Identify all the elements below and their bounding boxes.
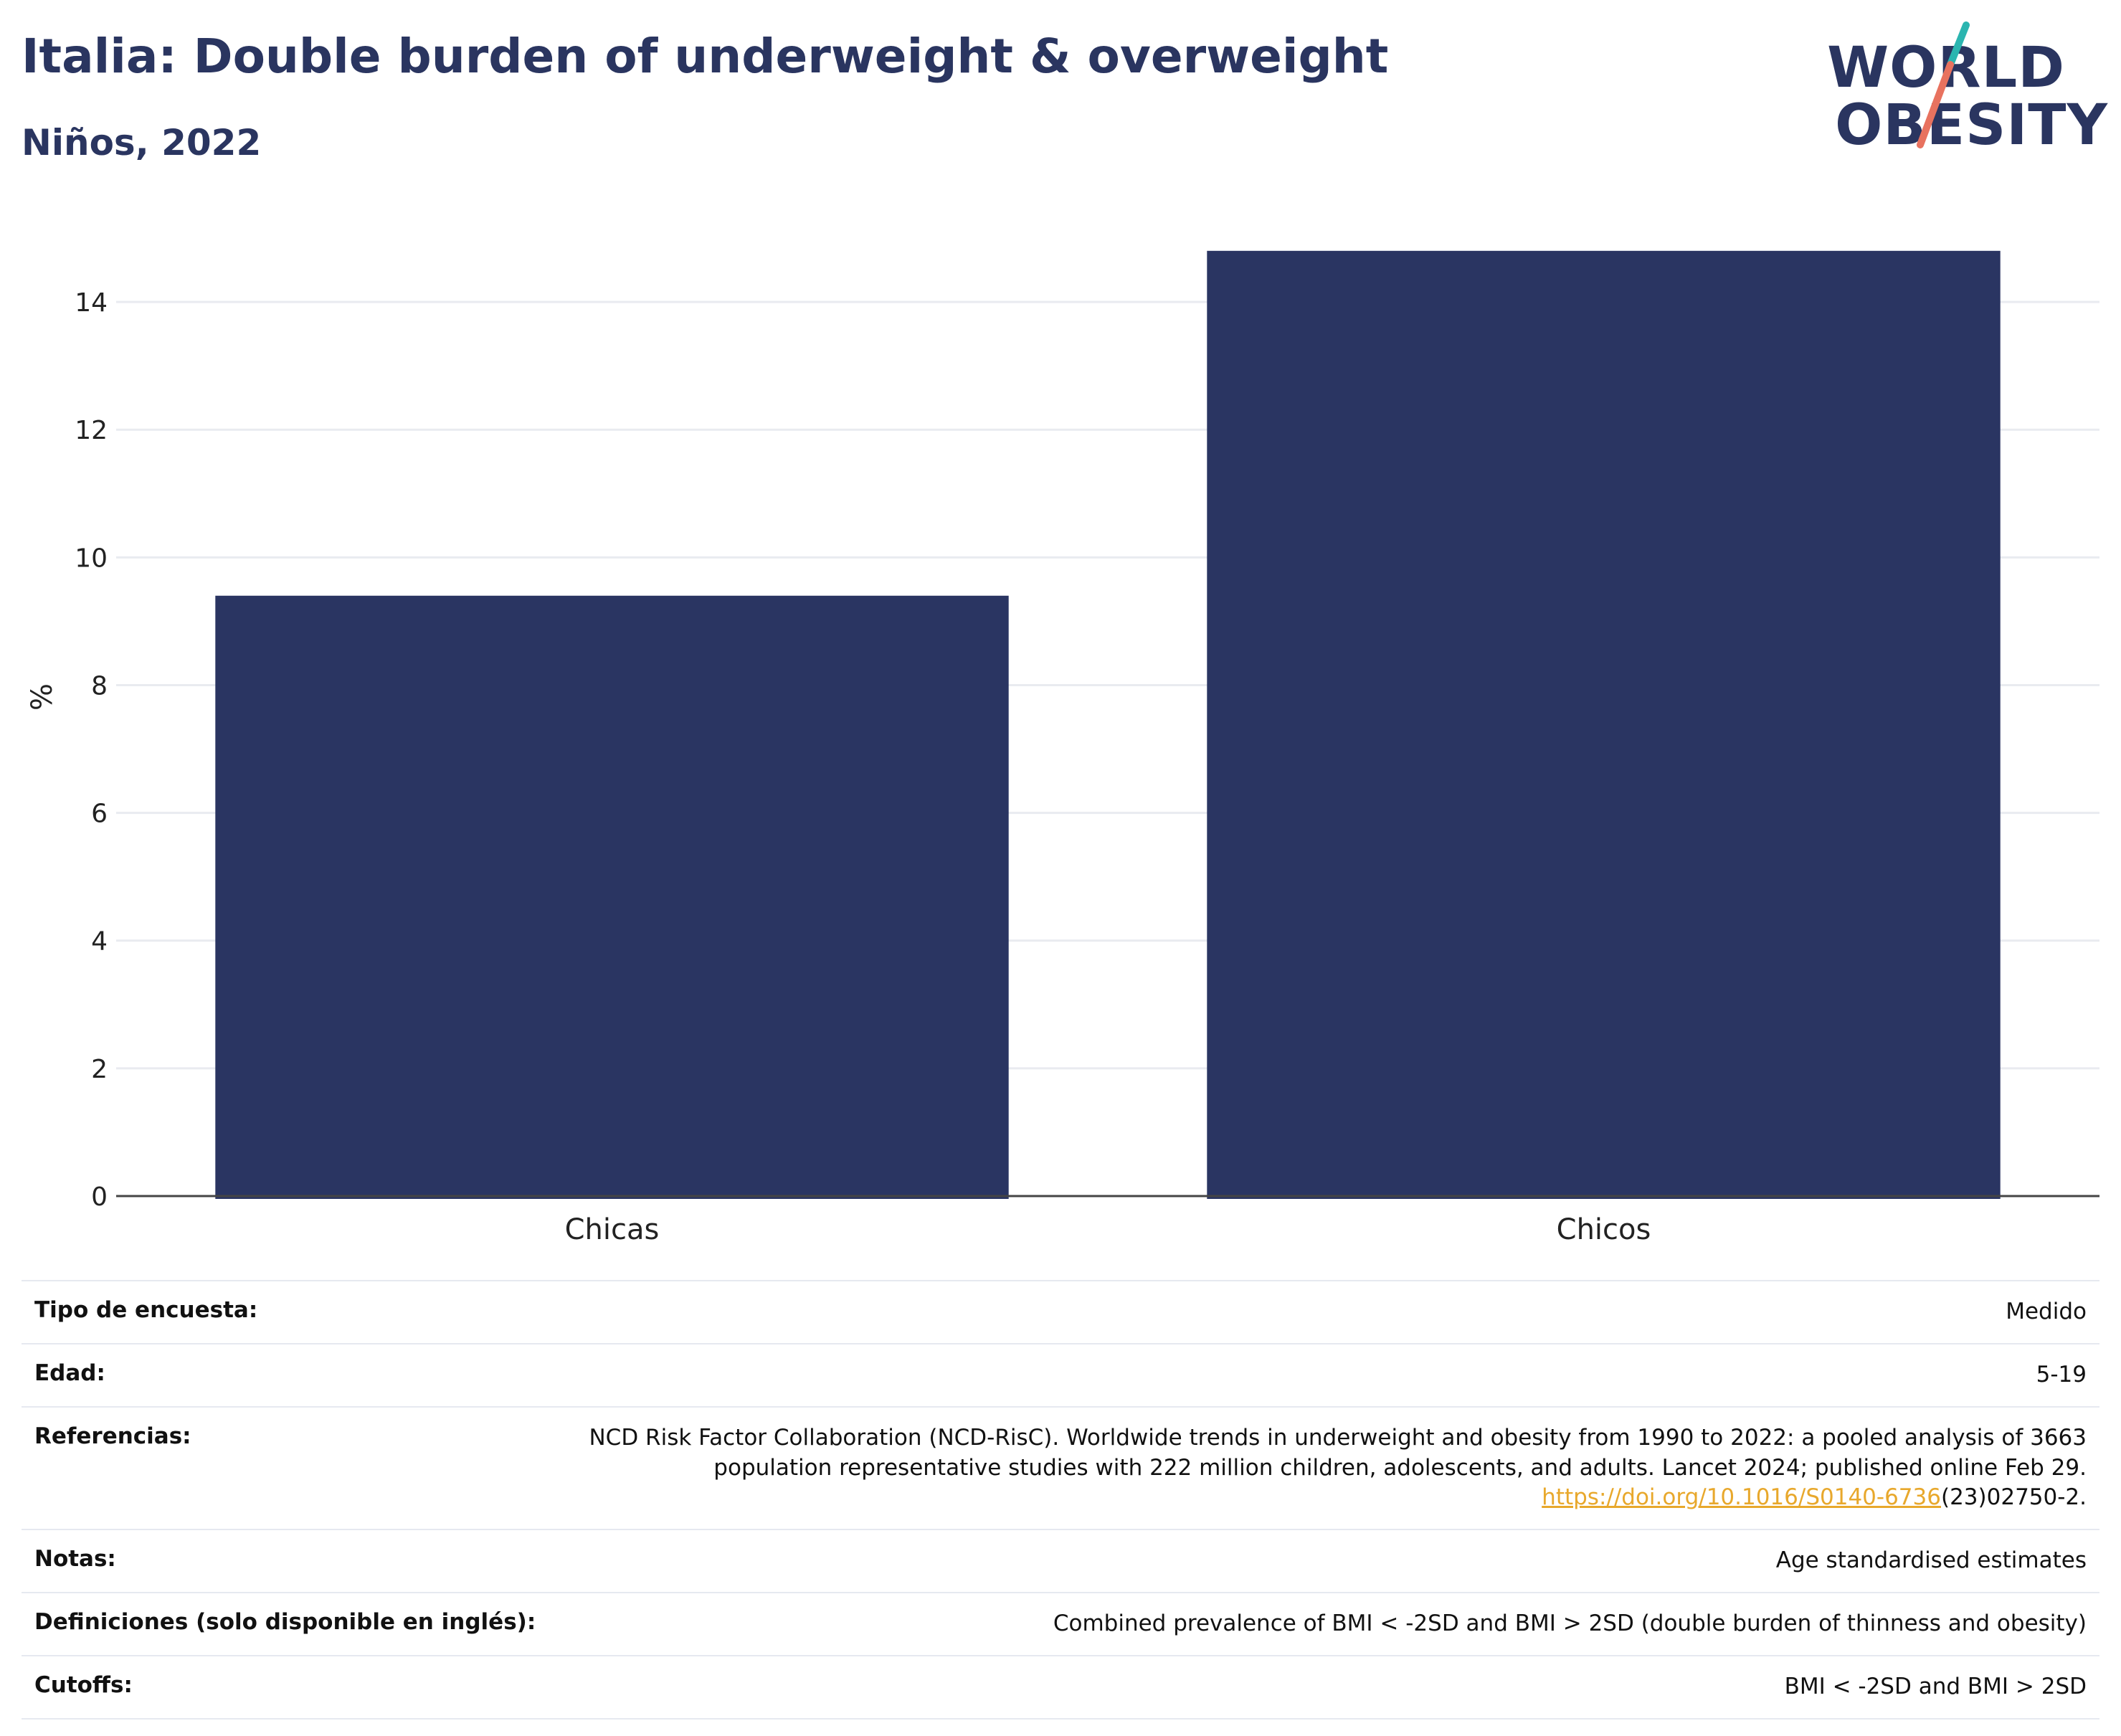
info-row: Notas: Age standardised estimates (22, 1529, 2099, 1594)
logo-slash-icon (1917, 22, 1970, 148)
info-value: BMI < -2SD and BMI > 2SD (549, 1654, 2099, 1720)
bars (215, 250, 2001, 1199)
y-tick-label: 14 (75, 288, 108, 318)
info-row: Tipo de encuesta: Medido (22, 1280, 2099, 1344)
y-tick-label: 8 (91, 671, 108, 701)
info-value-text: Combined prevalence of BMI < -2SD and BM… (1053, 1611, 2087, 1637)
info-value: 5-19 (549, 1342, 2099, 1408)
chart-title: Italia: Double burden of underweight & o… (22, 29, 1389, 84)
logo-line2: OBESITY (1835, 93, 2108, 158)
bar-chart: 0 2 4 6 8 10 12 14 Chicas Chicos % (26, 250, 2099, 1246)
doi-link[interactable]: https://doi.org/10.1016/S0140-6736 (1542, 1484, 1941, 1511)
info-value-text: BMI < -2SD and BMI > 2SD (1784, 1673, 2087, 1699)
info-value: NCD Risk Factor Collaboration (NCD-RisC)… (549, 1405, 2099, 1531)
chart-subtitle: Niños, 2022 (22, 122, 262, 163)
y-tick-label: 6 (91, 800, 108, 829)
y-tick-label: 2 (91, 1055, 108, 1084)
info-value-text: 5-19 (2036, 1361, 2087, 1388)
info-row: Edad: 5-19 (22, 1342, 2099, 1408)
info-row: Definiciones (solo disponible en inglés)… (22, 1592, 2099, 1656)
info-row: Referencias: NCD Risk Factor Collaboratio… (22, 1405, 2099, 1531)
info-value-text: Medido (2006, 1299, 2087, 1324)
doi-suffix: (23)02750-2. (1940, 1484, 2087, 1511)
info-value-text: NCD Risk Factor Collaboration (NCD-RisC)… (589, 1424, 2087, 1481)
x-tick-label: Chicas (565, 1213, 660, 1246)
info-row: Cutoffs: BMI < -2SD and BMI > 2SD (22, 1654, 2099, 1720)
info-table: Tipo de encuesta: Medido Edad: 5-19 Referenc… (22, 1280, 2099, 1720)
x-tick-label: Chicos (1557, 1213, 1651, 1246)
world-obesity-logo: WORLD OBESITY (1827, 22, 2108, 158)
y-tick-label: 4 (91, 927, 108, 957)
bar-chicos (1207, 250, 2001, 1199)
info-value-text: Age standardised estimates (1775, 1547, 2087, 1574)
info-label: Referencias: (22, 1405, 549, 1531)
info-value: Age standardised estimates (549, 1529, 2099, 1594)
info-label: Notas: (22, 1529, 549, 1594)
info-label: Definiciones (solo disponible en inglés)… (22, 1592, 549, 1656)
info-value: Combined prevalence of BMI < -2SD and BM… (549, 1592, 2099, 1656)
axes: 0 2 4 6 8 10 12 14 Chicas Chicos (75, 288, 2099, 1246)
info-label: Edad: (22, 1342, 549, 1408)
y-axis-label: % (26, 683, 59, 711)
y-tick-label: 10 (75, 544, 108, 573)
info-label: Cutoffs: (22, 1654, 549, 1720)
y-tick-label: 12 (75, 416, 108, 445)
y-tick-label: 0 (91, 1182, 108, 1212)
info-label: Tipo de encuesta: (22, 1280, 549, 1344)
bar-chicas (215, 595, 1009, 1199)
info-value: Medido (549, 1280, 2099, 1344)
